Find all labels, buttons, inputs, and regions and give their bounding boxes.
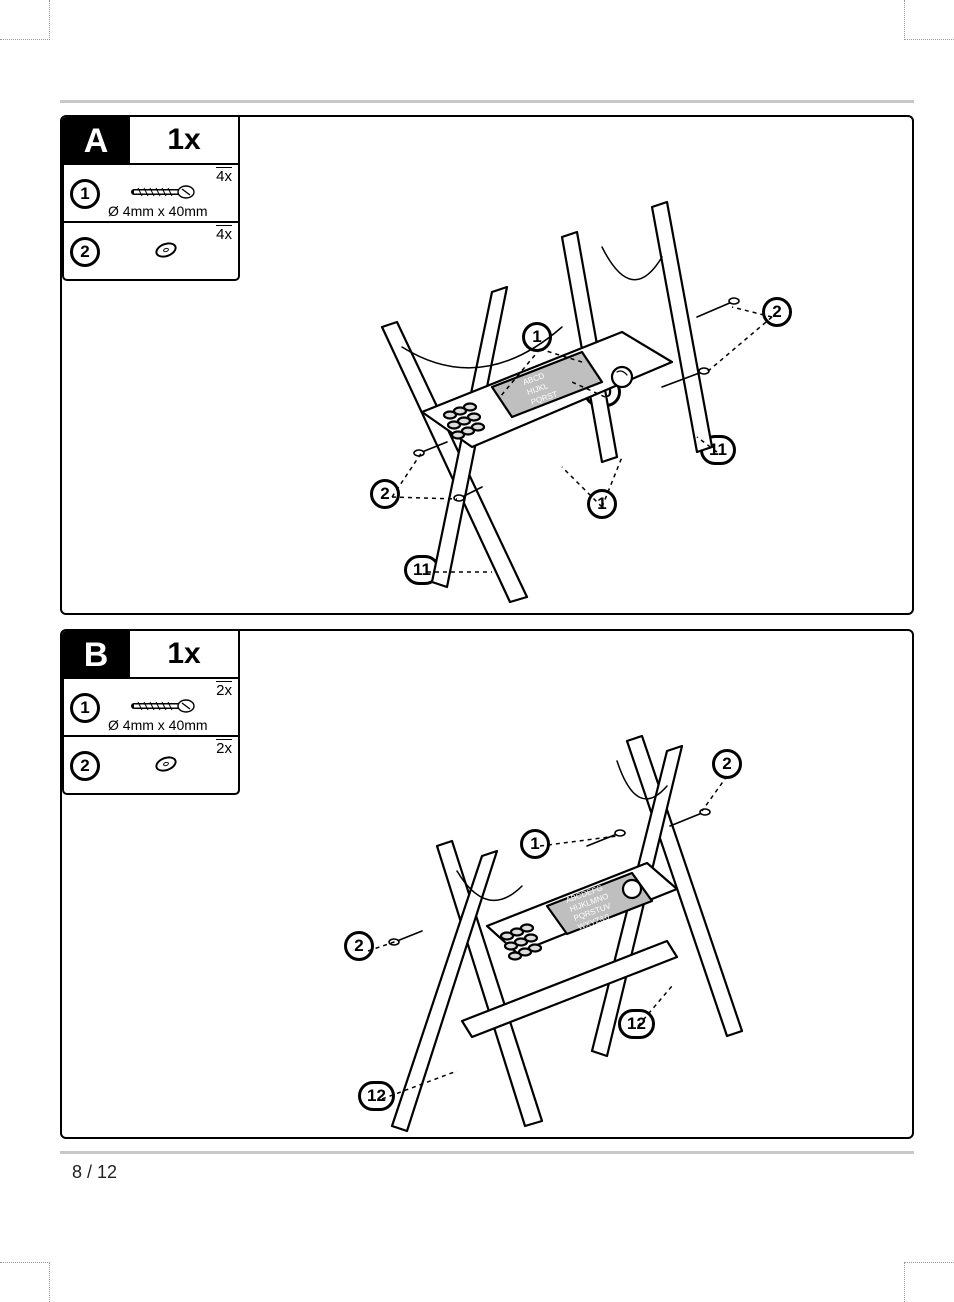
crop-mark (0, 1262, 50, 1302)
step-letter: A (62, 117, 130, 165)
part-number: 1 (70, 179, 100, 209)
washer-icon (100, 243, 232, 262)
crop-mark (904, 0, 954, 40)
part-number: 1 (70, 693, 100, 723)
page-content: A 1x 1 (60, 40, 914, 1242)
step-panel-b: B 1x 1 (60, 629, 914, 1139)
step-repeat-count: 1x (130, 631, 240, 679)
crop-mark (904, 1262, 954, 1302)
hardware-item-screw: 1 (62, 677, 240, 737)
washer-icon (100, 757, 232, 776)
hardware-note: Ø 4mm x 40mm (108, 203, 208, 219)
step-header: A 1x (62, 117, 912, 165)
part-number: 2 (70, 237, 100, 267)
page-number: 8 / 12 (72, 1162, 914, 1183)
hardware-qty: 4x (216, 225, 232, 242)
divider-top (60, 100, 914, 103)
step-panel-a: A 1x 1 (60, 115, 914, 615)
crop-mark (0, 0, 50, 40)
hardware-item-screw: 1 (62, 163, 240, 223)
hardware-qty: 4x (216, 167, 232, 184)
step-repeat-count: 1x (130, 117, 240, 165)
hardware-list: 1 (62, 677, 240, 795)
hardware-note: Ø 4mm x 40mm (108, 717, 208, 733)
hardware-qty: 2x (216, 681, 232, 698)
step-header: B 1x (62, 631, 912, 679)
hardware-item-washer: 2 2x (62, 735, 240, 795)
hardware-list: 1 (62, 163, 240, 281)
hardware-item-washer: 2 4x (62, 221, 240, 281)
step-letter: B (62, 631, 130, 679)
hardware-qty: 2x (216, 739, 232, 756)
divider-bottom (60, 1151, 914, 1154)
part-number: 2 (70, 751, 100, 781)
